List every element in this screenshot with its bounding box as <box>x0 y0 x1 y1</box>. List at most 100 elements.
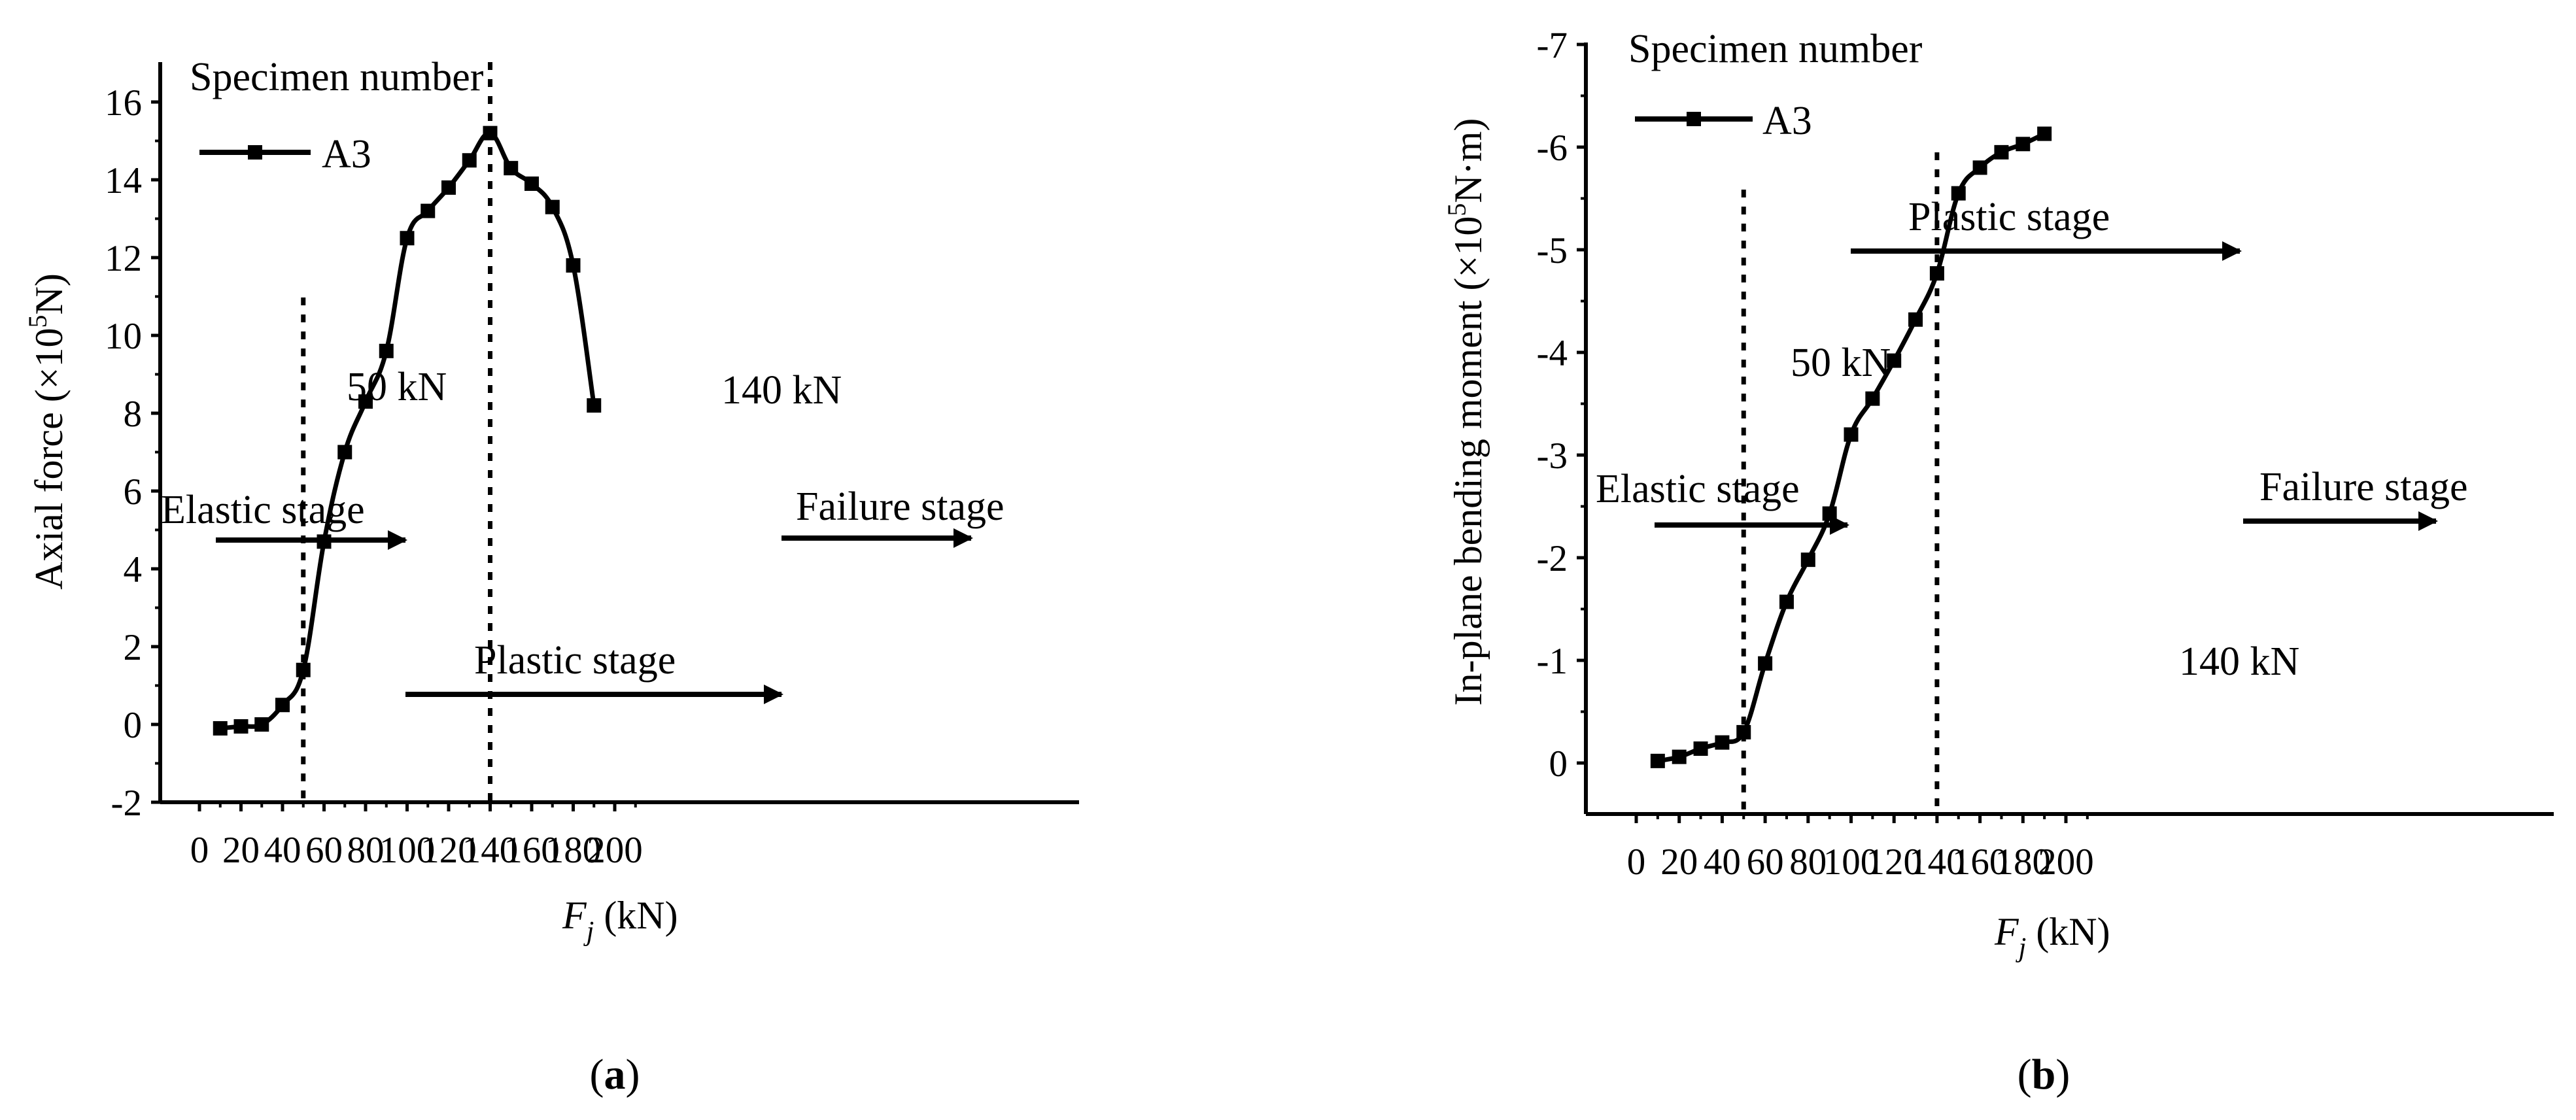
x-tick-label: 100 <box>1823 841 1880 883</box>
y-axis-title-main: In-plane bending moment (×10 <box>1447 216 1490 706</box>
x-tick-marks <box>1634 814 2089 823</box>
data-point <box>1887 353 1902 368</box>
x-axis-title: Fj (kN) <box>562 894 678 947</box>
panel-label-b: (b) <box>2018 1051 2070 1098</box>
y-tick-label: -4 <box>1537 333 1568 374</box>
x-tick-label: 40 <box>264 830 301 871</box>
x-tick-label: 20 <box>1660 841 1698 883</box>
y-axis-title: Axial force (×105N) <box>23 273 71 590</box>
data-point <box>337 445 352 460</box>
chart-panel-b: 0 -1 -2 -3 -4 -5 -6 -7 0 20 40 60 80100120140160180… <box>1442 25 2554 1098</box>
y-tick-label: 0 <box>124 705 143 746</box>
data-point <box>421 203 436 218</box>
threshold-label-50: 50 kN <box>347 365 447 409</box>
legend-swatch-marker <box>1687 112 1701 126</box>
legend-title: Specimen number <box>190 55 484 99</box>
y-axis-title-main: Axial force (×10 <box>27 328 71 589</box>
x-tick-label: 160 <box>504 830 560 871</box>
x-tick-label: 200 <box>2038 841 2094 883</box>
failure-stage-label: Failure stage <box>2259 465 2468 509</box>
x-tick-label: 80 <box>347 830 385 871</box>
data-point <box>1929 266 1944 281</box>
y-tick-label: -6 <box>1537 127 1568 169</box>
data-point <box>1994 144 2009 160</box>
x-tick-marks <box>197 802 637 811</box>
data-point <box>1951 186 1966 201</box>
data-point <box>275 698 290 713</box>
y-tick-label: 0 <box>1549 743 1568 785</box>
data-point <box>233 719 249 734</box>
data-point <box>1715 735 1730 750</box>
x-tick-label: 20 <box>222 830 260 871</box>
y-tick-label: 14 <box>105 160 142 201</box>
legend-series-label: A3 <box>1762 99 1812 143</box>
legend-title: Specimen number <box>1628 27 1923 71</box>
y-tick-label: 16 <box>105 82 142 124</box>
x-tick-label: 60 <box>1747 841 1784 883</box>
y-tick-label: -2 <box>1537 538 1568 579</box>
threshold-lines <box>301 62 492 802</box>
data-point <box>1972 160 1987 175</box>
panel-label-a: (a) <box>590 1051 640 1098</box>
data-point <box>254 717 269 732</box>
series-a3 <box>213 126 602 736</box>
x-tick-label: 120 <box>1866 841 1922 883</box>
y-tick-label: -2 <box>111 783 142 824</box>
y-tick-label: 10 <box>105 316 142 357</box>
data-point <box>1693 741 1708 756</box>
panel-label-a-letter: a <box>604 1051 626 1098</box>
x-axis-title-var: F <box>1994 910 2019 953</box>
x-axis-title-unit: (kN) <box>594 894 678 937</box>
data-point <box>566 258 581 273</box>
x-tick-label: 40 <box>1704 841 1741 883</box>
data-point <box>462 153 477 168</box>
data-point <box>2016 137 2031 152</box>
x-axis-title-sub: j <box>583 917 594 947</box>
data-point <box>1672 749 1687 764</box>
x-tick-label: 100 <box>379 830 436 871</box>
data-point <box>296 662 311 677</box>
threshold-lines <box>1741 152 1940 814</box>
x-axis-title-sub: j <box>2016 933 2027 963</box>
y-tick-marks <box>151 100 160 804</box>
data-point <box>504 161 519 176</box>
chart-panel-a: -2 0 2 4 6 8 10 12 14 16 0 20 40 60 80100120140160180… <box>23 55 1079 1098</box>
legend-series-label: A3 <box>322 132 371 177</box>
y-axis-title-sup: 5 <box>1442 203 1471 216</box>
data-point <box>358 394 373 409</box>
legend-swatch-marker <box>248 145 262 160</box>
y-axis-title-sup: 5 <box>23 314 52 328</box>
y-tick-label: -7 <box>1537 25 1568 66</box>
data-point <box>1844 427 1859 442</box>
data-point <box>524 176 539 191</box>
plastic-stage-label: Plastic stage <box>474 638 676 683</box>
y-tick-label: 12 <box>105 238 142 279</box>
data-point <box>400 231 415 246</box>
x-tick-label: 200 <box>587 830 643 871</box>
y-tick-label: -3 <box>1537 435 1568 477</box>
series-a3 <box>1650 126 2052 768</box>
y-tick-label: -5 <box>1537 230 1568 271</box>
x-tick-label: 0 <box>1627 841 1646 883</box>
data-point <box>587 398 602 413</box>
threshold-label-140: 140 kN <box>2179 639 2299 684</box>
threshold-label-50: 50 kN <box>1791 341 1891 385</box>
data-point <box>1736 724 1751 739</box>
data-point <box>1758 656 1773 671</box>
data-point <box>1822 506 1837 521</box>
y-axis-title-end: N·m) <box>1447 118 1490 203</box>
elastic-stage-label: Elastic stage <box>161 488 365 532</box>
y-tick-label: 8 <box>124 394 143 435</box>
x-axis-title-unit: (kN) <box>2026 910 2110 953</box>
data-point <box>1908 312 1923 327</box>
y-axis-title: In-plane bending moment (×105N·m) <box>1442 118 1490 706</box>
failure-stage-label: Failure stage <box>796 484 1005 529</box>
data-point <box>1779 594 1794 609</box>
data-point <box>1650 753 1665 768</box>
x-tick-label: 80 <box>1789 841 1827 883</box>
x-tick-label: 160 <box>1952 841 2008 883</box>
data-point <box>213 721 228 736</box>
y-tick-label: 4 <box>124 549 143 590</box>
